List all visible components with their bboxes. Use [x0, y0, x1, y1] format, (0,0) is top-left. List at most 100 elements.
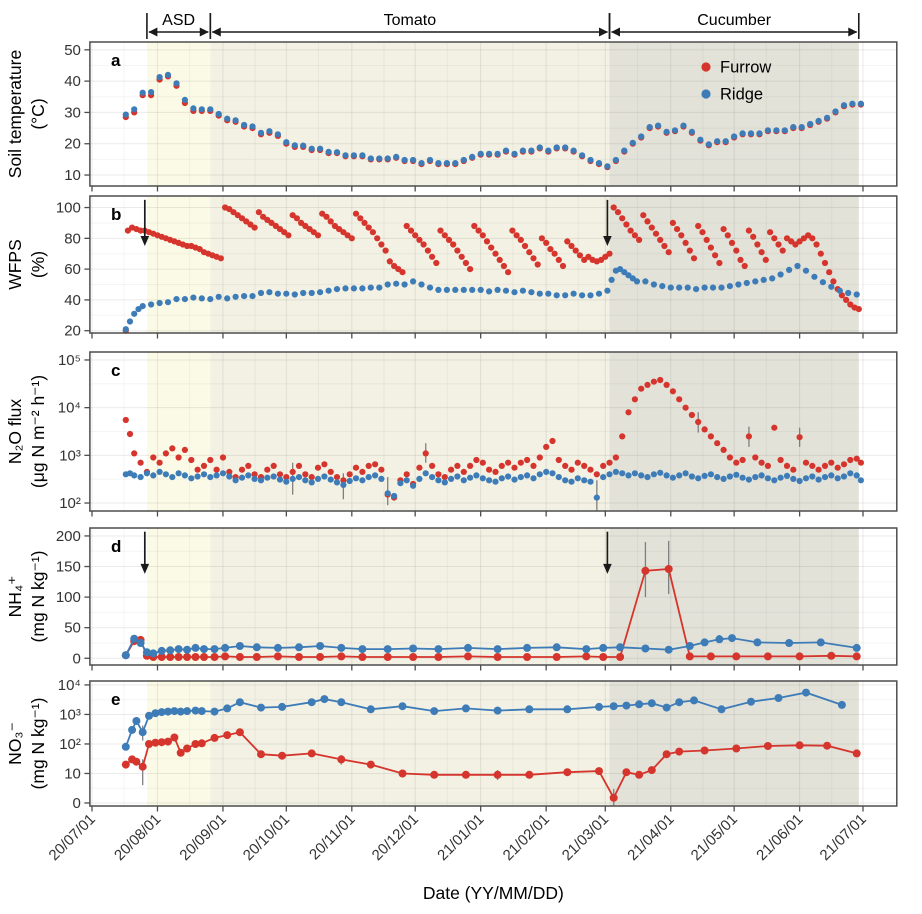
data-point-ridge [612, 468, 620, 475]
data-point-ridge [448, 475, 455, 482]
x-tick-label: 21/05/01 [688, 811, 741, 864]
data-point-ridge [502, 147, 510, 154]
data-point-furrow [771, 235, 778, 242]
data-point-furrow [817, 250, 824, 257]
y-axis-title-e: (mg N kg⁻¹) [28, 698, 48, 790]
x-tick-label: 21/04/01 [624, 811, 677, 864]
data-point-ridge [543, 468, 550, 475]
data-point-furrow [437, 227, 444, 234]
data-point-ridge [714, 474, 721, 481]
data-point-ridge [809, 473, 816, 480]
data-point-furrow [460, 468, 467, 475]
data-point-ridge [384, 281, 391, 288]
data-point-furrow [745, 433, 753, 440]
data-point-furrow [357, 215, 364, 222]
data-point-furrow [796, 434, 803, 441]
data-point-ridge [207, 474, 214, 481]
data-point-furrow [150, 454, 157, 461]
data-point-ridge [705, 141, 712, 148]
data-point-furrow [741, 262, 748, 270]
data-point-ridge [289, 475, 296, 482]
data-point-furrow [157, 738, 166, 747]
data-point-ridge [685, 642, 694, 650]
data-point-furrow [813, 241, 820, 248]
data-point-furrow [314, 232, 322, 239]
data-point-furrow [131, 450, 138, 457]
data-point-ridge [606, 471, 613, 478]
data-point-furrow [268, 219, 275, 226]
data-point-furrow [796, 238, 803, 245]
data-point-furrow [308, 474, 315, 481]
data-point-ridge [443, 286, 450, 293]
data-point-furrow [720, 226, 727, 233]
data-point-ridge [190, 294, 197, 301]
data-point-furrow [682, 239, 689, 246]
data-point-ridge [270, 473, 277, 480]
y-tick-label: 80 [64, 230, 81, 247]
y-axis-title-a: (°C) [28, 98, 48, 129]
data-point-ridge [595, 290, 603, 297]
data-point-furrow [238, 466, 246, 473]
data-point-ridge [595, 160, 603, 167]
data-point-ridge [524, 472, 531, 479]
data-point-furrow [434, 653, 443, 661]
data-point-furrow [593, 471, 600, 478]
data-point-ridge [568, 478, 575, 485]
data-point-furrow [559, 262, 567, 270]
data-point-ridge [616, 643, 625, 652]
data-point-furrow [295, 653, 303, 661]
data-point-ridge [131, 106, 138, 113]
data-point-furrow [493, 770, 502, 779]
data-point-ridge [274, 290, 281, 297]
data-point-ridge [530, 475, 537, 482]
series-furrow-panel-b [122, 204, 862, 334]
data-point-ridge [308, 145, 315, 152]
x-tick-label: 21/01/01 [434, 811, 487, 864]
data-point-ridge [486, 150, 493, 157]
y-axis-title-d: (mg N kg⁻¹) [28, 551, 48, 643]
data-point-ridge [249, 293, 256, 300]
y-axis-title-d: NH₄⁺ [5, 576, 25, 618]
data-point-furrow [255, 209, 262, 216]
data-point-ridge [633, 278, 641, 285]
x-tick-label: 21/06/01 [753, 811, 806, 864]
data-point-ridge [545, 290, 552, 297]
application-arrow-head [603, 563, 612, 574]
legend-dot-ridge [701, 89, 711, 99]
data-point-ridge [690, 696, 698, 705]
data-point-furrow [783, 462, 791, 469]
data-point-ridge [587, 292, 594, 299]
y-tick-label: 40 [64, 292, 81, 309]
data-point-ridge [498, 475, 505, 482]
data-point-furrow [555, 256, 562, 263]
panel-b: 20 40 60 80 100 b WFPS (%) [5, 195, 898, 340]
data-point-ridge [138, 728, 147, 737]
data-point-ridge [409, 644, 418, 653]
data-point-ridge [697, 136, 704, 143]
data-point-ridge [307, 698, 316, 707]
data-point-ridge [327, 476, 334, 483]
legend-label-furrow: Furrow [720, 59, 771, 77]
data-point-furrow [235, 728, 244, 737]
data-point-ridge [664, 645, 673, 654]
data-point-ridge [325, 287, 332, 294]
phase-arrowhead-left [611, 27, 621, 37]
data-point-furrow [752, 454, 759, 461]
phase-region-asd [146, 42, 211, 186]
data-point-ridge [126, 318, 134, 325]
data-point-ridge [401, 156, 408, 164]
data-point-furrow [210, 733, 219, 742]
data-point-furrow [726, 454, 734, 461]
data-point-furrow [488, 244, 495, 251]
data-point-furrow [278, 751, 287, 760]
data-point-ridge [391, 492, 398, 500]
data-point-furrow [771, 424, 778, 431]
data-point-ridge [581, 477, 588, 484]
data-point-ridge [642, 278, 649, 285]
data-point-ridge [384, 490, 391, 497]
data-point-furrow [790, 466, 797, 473]
y-axis-title-b: WFPS [5, 239, 25, 290]
data-point-ridge [563, 705, 572, 714]
data-point-ridge [215, 293, 222, 300]
